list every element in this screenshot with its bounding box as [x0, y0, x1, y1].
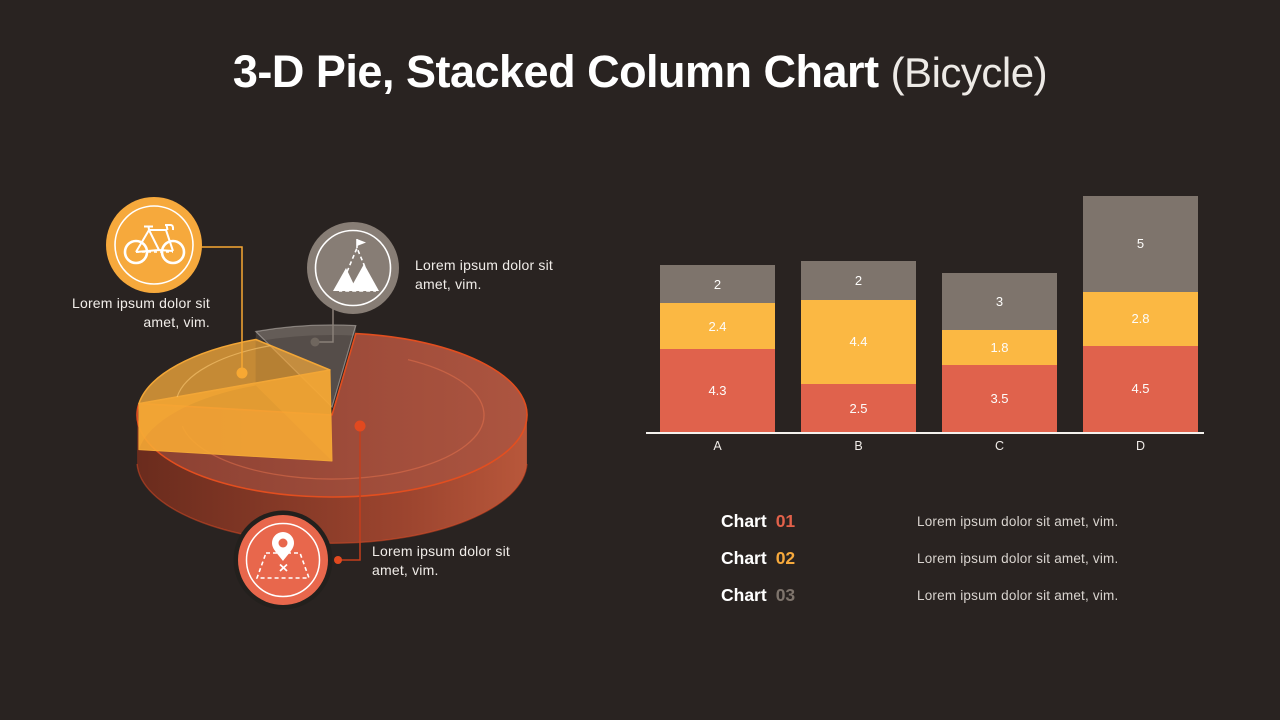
legend-number: 03	[775, 585, 796, 605]
bar-segment-label: 2	[854, 272, 863, 288]
red-connector-line	[334, 420, 366, 564]
bar-segment: 3	[942, 272, 1057, 331]
legend-row: Chart 03 Lorem ipsum dolor sit amet, vim.	[721, 585, 1221, 607]
pie-red-slice	[136, 332, 528, 544]
bar-segment-label: 2.5	[849, 400, 868, 416]
category-label: B	[854, 439, 863, 453]
legend-description: Lorem ipsum dolor sit amet, vim.	[917, 514, 1119, 529]
bar-C: 3 1.8 3.5	[942, 272, 1057, 432]
bar-segment-label: 3.5	[990, 390, 1009, 406]
bar-segment-label: 2.4	[708, 318, 727, 334]
bar-segment: 2.4	[660, 303, 775, 350]
category-label: C	[994, 439, 1005, 453]
bicycle-callout-text: Lorem ipsum dolor sit amet, vim.	[71, 295, 210, 330]
category-label: A	[713, 439, 722, 453]
legend-number: 01	[775, 511, 796, 531]
bar-segment: 2.5	[801, 384, 916, 432]
slide-title: 3-D Pie, Stacked Column Chart (Bicycle)	[0, 46, 1280, 98]
bar-segment-label: 4.4	[849, 334, 868, 350]
bar-segment: 5	[1083, 195, 1198, 292]
legend-label: Chart	[721, 585, 767, 605]
legend-row: Chart 02 Lorem ipsum dolor sit amet, vim.	[721, 548, 1221, 570]
title-main: 3-D Pie, Stacked Column Chart	[232, 46, 879, 97]
bar-segment-label: 3	[995, 293, 1004, 309]
bar-segment-label: 2.8	[1131, 311, 1150, 327]
bar-segment: 3.5	[942, 364, 1057, 432]
category-label: D	[1135, 439, 1146, 453]
bar-segment: 2.8	[1083, 291, 1198, 346]
bar-segment-label: 5	[1136, 236, 1145, 252]
bar-segment: 4.4	[801, 299, 916, 384]
legend-label: Chart	[721, 511, 767, 531]
legend-description: Lorem ipsum dolor sit amet, vim.	[917, 551, 1119, 566]
bar-segment: 1.8	[942, 330, 1057, 365]
pie-3d-chart	[106, 197, 528, 610]
legend-number: 02	[775, 548, 796, 568]
bicycle-icon	[106, 197, 202, 293]
title-suffix: (Bicycle)	[890, 49, 1048, 96]
legend-label: Chart	[721, 548, 767, 568]
legend-row: Chart 01 Lorem ipsum dolor sit amet, vim.	[721, 511, 1221, 533]
x-axis-line	[646, 432, 1204, 434]
map-pin-icon	[233, 510, 333, 610]
bar-A: 2 2.4 4.3	[660, 264, 775, 432]
mountain-flag-icon	[307, 222, 399, 314]
bar-B: 2 4.4 2.5	[801, 261, 916, 432]
bar-segment-label: 4.5	[1131, 381, 1150, 397]
bar-segment: 4.3	[660, 349, 775, 432]
stacked-column-chart: 2 2.4 4.3 A 2 4.4 2.5 B 3 1.8 3.5 C 5 2.8 4.5 D	[646, 186, 1204, 456]
mountain-callout-text: Lorem ipsum dolor sit amet, vim.	[415, 257, 554, 292]
bar-segment: 2	[660, 264, 775, 304]
chart-legend: Chart 01 Lorem ipsum dolor sit amet, vim. C…	[721, 511, 1221, 622]
bar-segment-label: 4.3	[708, 383, 727, 399]
bar-segment: 4.5	[1083, 345, 1198, 432]
legend-description: Lorem ipsum dolor sit amet, vim.	[917, 588, 1119, 603]
bar-D: 5 2.8 4.5	[1083, 195, 1198, 432]
bar-segment: 2	[801, 261, 916, 300]
bar-segment-label: 2	[713, 276, 722, 292]
map-pin-callout-text: Lorem ipsum dolor sit amet, vim.	[372, 543, 511, 578]
bar-segment-label: 1.8	[990, 340, 1009, 356]
pie-yellow-slice	[138, 338, 333, 462]
